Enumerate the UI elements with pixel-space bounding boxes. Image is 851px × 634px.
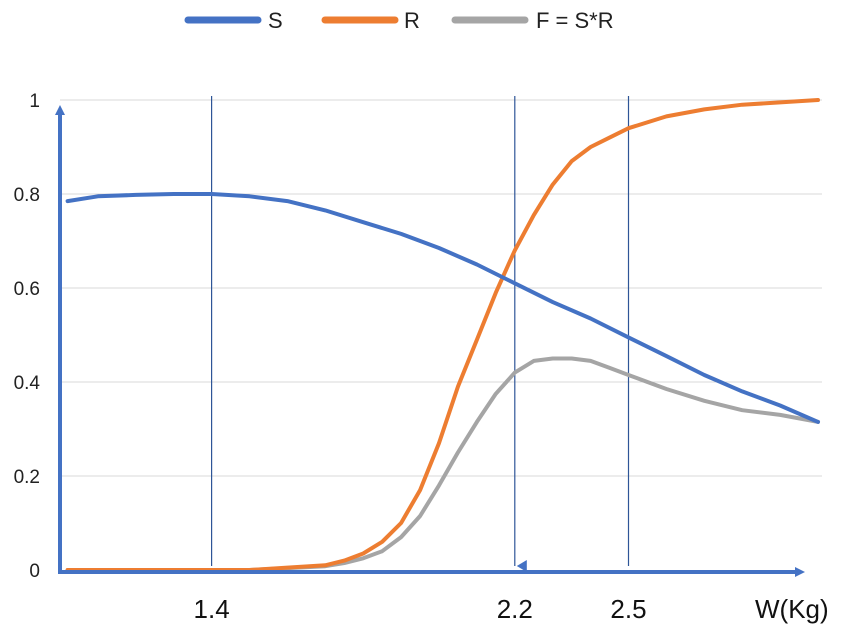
x-axis-label: W(Kg) xyxy=(755,594,829,624)
x-tick-label: 2.5 xyxy=(610,594,646,624)
series-line-2 xyxy=(65,356,820,572)
y-tick-label: 0 xyxy=(29,561,40,582)
x-tick-label: 1.4 xyxy=(194,594,230,624)
y-tick-label: 0.2 xyxy=(14,467,40,488)
axes xyxy=(55,105,805,577)
series-line-1 xyxy=(65,98,820,572)
legend-label-s: S xyxy=(268,8,283,33)
y-tick-label: 0.6 xyxy=(14,279,40,300)
y-tick-labels: 0 0.2 0.4 0.6 0.8 1 xyxy=(14,91,41,582)
x-tick-labels: 1.4 2.2 2.5 xyxy=(194,594,647,624)
y-tick-label: 0.8 xyxy=(14,185,40,206)
y-tick-label: 0.4 xyxy=(14,373,41,394)
series-layer xyxy=(65,98,820,572)
series-line-0 xyxy=(65,192,820,424)
reference-arrow xyxy=(516,560,527,572)
legend: S R F = S*R xyxy=(184,8,614,33)
legend-label-r: R xyxy=(404,8,420,33)
legend-item-s: S xyxy=(184,8,283,33)
legend-label-f: F = S*R xyxy=(536,8,614,33)
legend-item-r: R xyxy=(321,8,420,33)
gridlines xyxy=(60,99,822,477)
x-tick-label: 2.2 xyxy=(497,594,533,624)
y-tick-label: 1 xyxy=(29,91,40,112)
reference-lines xyxy=(211,96,630,572)
legend-item-f: F = S*R xyxy=(451,8,614,33)
